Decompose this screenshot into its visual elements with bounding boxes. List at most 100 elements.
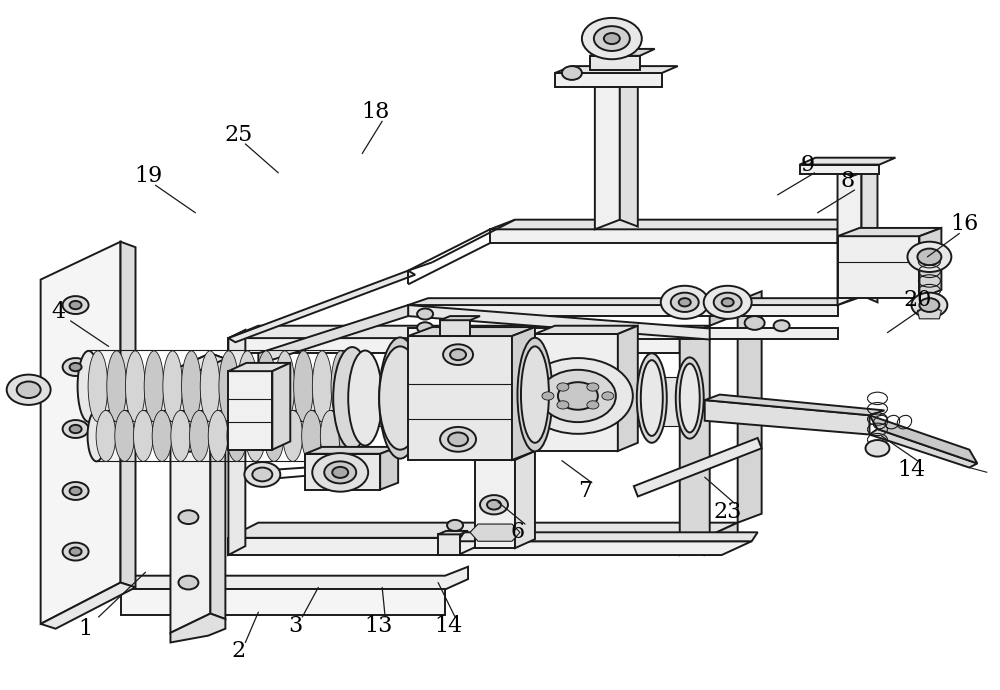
Polygon shape — [800, 165, 879, 174]
Ellipse shape — [96, 411, 116, 462]
Polygon shape — [170, 353, 210, 633]
Polygon shape — [595, 71, 638, 87]
Ellipse shape — [641, 360, 663, 436]
Circle shape — [917, 248, 941, 265]
Polygon shape — [620, 71, 638, 226]
Circle shape — [911, 293, 947, 317]
Text: 1: 1 — [79, 618, 93, 640]
Ellipse shape — [152, 411, 172, 462]
Polygon shape — [41, 241, 121, 624]
Polygon shape — [228, 270, 415, 342]
Circle shape — [70, 301, 82, 309]
Polygon shape — [258, 305, 408, 364]
Ellipse shape — [275, 351, 295, 422]
Polygon shape — [408, 298, 858, 305]
Ellipse shape — [88, 351, 108, 422]
Ellipse shape — [379, 346, 421, 450]
Ellipse shape — [171, 411, 190, 462]
Circle shape — [70, 547, 82, 555]
Polygon shape — [919, 228, 941, 298]
Circle shape — [63, 542, 89, 560]
Circle shape — [252, 468, 272, 482]
Circle shape — [178, 438, 198, 452]
Circle shape — [417, 322, 433, 333]
Circle shape — [70, 487, 82, 495]
Circle shape — [722, 298, 734, 306]
Polygon shape — [408, 327, 535, 336]
Ellipse shape — [517, 338, 552, 451]
Circle shape — [178, 575, 198, 589]
Circle shape — [523, 358, 633, 434]
Ellipse shape — [283, 411, 303, 462]
Polygon shape — [272, 363, 290, 450]
Polygon shape — [634, 438, 762, 497]
Circle shape — [7, 375, 51, 405]
Circle shape — [17, 382, 41, 398]
Polygon shape — [595, 71, 620, 229]
Polygon shape — [490, 229, 838, 243]
Polygon shape — [170, 353, 225, 377]
Circle shape — [558, 382, 598, 410]
Text: 25: 25 — [224, 124, 252, 146]
Circle shape — [661, 286, 709, 319]
Circle shape — [704, 286, 752, 319]
Ellipse shape — [246, 411, 265, 462]
Polygon shape — [738, 298, 762, 522]
Polygon shape — [408, 305, 710, 339]
Circle shape — [562, 66, 582, 80]
Polygon shape — [41, 582, 136, 629]
Polygon shape — [861, 161, 877, 302]
Circle shape — [907, 241, 951, 272]
Polygon shape — [590, 56, 640, 70]
Circle shape — [63, 482, 89, 500]
Ellipse shape — [348, 351, 382, 446]
Ellipse shape — [521, 346, 549, 443]
Text: 8: 8 — [840, 170, 855, 192]
Text: 23: 23 — [713, 501, 742, 522]
Ellipse shape — [264, 411, 284, 462]
Polygon shape — [490, 219, 861, 229]
Circle shape — [312, 453, 368, 492]
Circle shape — [448, 433, 468, 446]
Polygon shape — [705, 400, 869, 435]
Circle shape — [70, 425, 82, 433]
Circle shape — [604, 33, 620, 44]
Text: 13: 13 — [364, 615, 392, 637]
Polygon shape — [680, 326, 710, 353]
Text: 16: 16 — [950, 213, 978, 235]
Ellipse shape — [88, 411, 106, 462]
Polygon shape — [470, 524, 520, 541]
Polygon shape — [305, 454, 380, 490]
Polygon shape — [680, 326, 710, 555]
Polygon shape — [228, 326, 710, 338]
Polygon shape — [228, 538, 705, 555]
Polygon shape — [555, 73, 662, 87]
Polygon shape — [440, 316, 480, 320]
Polygon shape — [458, 541, 752, 555]
Circle shape — [602, 392, 614, 400]
Polygon shape — [440, 320, 470, 336]
Ellipse shape — [125, 351, 145, 422]
Circle shape — [478, 516, 492, 525]
Polygon shape — [121, 589, 445, 615]
Circle shape — [443, 344, 473, 365]
Polygon shape — [438, 534, 460, 555]
Text: 19: 19 — [134, 166, 163, 187]
Polygon shape — [710, 291, 762, 326]
Circle shape — [587, 401, 599, 409]
Polygon shape — [305, 447, 398, 454]
Circle shape — [450, 349, 466, 360]
Circle shape — [582, 18, 642, 59]
Circle shape — [70, 363, 82, 371]
Polygon shape — [121, 566, 468, 589]
Ellipse shape — [227, 411, 247, 462]
Polygon shape — [869, 429, 977, 468]
Polygon shape — [618, 326, 638, 451]
Circle shape — [63, 296, 89, 314]
Text: 4: 4 — [52, 301, 66, 323]
Circle shape — [487, 500, 501, 510]
Ellipse shape — [238, 351, 257, 422]
Ellipse shape — [78, 351, 100, 422]
Polygon shape — [800, 158, 895, 165]
Polygon shape — [228, 330, 245, 555]
